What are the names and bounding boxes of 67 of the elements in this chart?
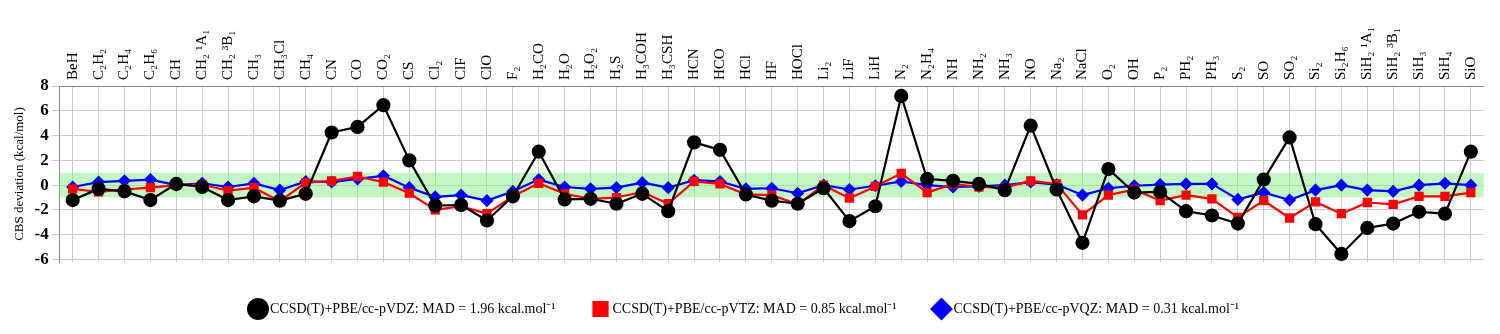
x-tick-label: BeH <box>63 52 80 80</box>
x-tick-label: HCl <box>736 54 753 80</box>
x-tick-label: Si₂H₆ <box>1332 46 1349 80</box>
x-tick-label: SiH₂ ³B₁ <box>1384 27 1401 80</box>
y-tick-label: 0 <box>40 174 49 194</box>
x-tick-label: H₂O₂ <box>581 47 598 80</box>
x-tick-label: CH₃Cl <box>270 39 287 80</box>
x-tick-label: CN <box>322 59 339 80</box>
x-tick-label: SO₂ <box>1280 55 1297 80</box>
x-tick-label: P₂ <box>1151 66 1168 80</box>
x-tick-label: HCO <box>710 48 727 80</box>
x-tick-label: HCN <box>685 48 702 80</box>
x-tick-label: SiH₃ <box>1410 51 1427 80</box>
x-tick-label: CH₂ ³B₁ <box>218 30 235 80</box>
y-tick-label: 4 <box>40 124 50 144</box>
legend-label: CCSD(T)+PBE/cc-pVTZ: MAD = 0.85 kcal.mol⁻¹ <box>612 300 897 317</box>
x-tick-label: S₂ <box>1228 66 1245 80</box>
y-tick-label: -6 <box>34 248 49 268</box>
x-tick-label: H₃COH <box>633 32 650 80</box>
x-tick-label: C₂H₂ <box>89 48 106 80</box>
y-tick-label: 2 <box>40 149 49 169</box>
x-tick-label: HF <box>762 60 779 80</box>
x-tick-label: PH₂ <box>1176 55 1193 80</box>
x-tick-label: SiO <box>1461 56 1478 80</box>
y-tick-label: -4 <box>34 224 50 244</box>
legend-label: CCSD(T)+PBE/cc-pVDZ: MAD = 1.96 kcal.mol⁻¹ <box>270 300 556 317</box>
y-axis-title: CBS deviation (kcal/mol) <box>11 107 27 241</box>
x-tick-label: SiH₄ <box>1435 51 1452 80</box>
x-tick-label: NaCl <box>1073 48 1090 80</box>
x-tick-label: ClF <box>452 57 469 80</box>
x-tick-label: CS <box>400 61 417 80</box>
x-tick-label: NH <box>943 58 960 80</box>
x-tick-label: CH₄ <box>296 53 313 80</box>
x-tick-label: F₂ <box>503 66 520 80</box>
x-tick-label: NO <box>1021 58 1038 80</box>
x-tick-label: CH₃ <box>244 53 261 80</box>
x-tick-label: CH <box>167 59 184 80</box>
x-tick-label: H₂O <box>555 52 572 80</box>
x-tick-label: O₂ <box>1099 63 1116 80</box>
x-tick-label: N₂H₄ <box>918 47 935 80</box>
x-tick-label: C₂H₄ <box>115 48 132 80</box>
y-tick-label: 8 <box>40 75 49 95</box>
x-tick-label: CH₂ ¹A₁ <box>193 29 210 80</box>
x-tick-label: H₂CO <box>529 42 546 80</box>
x-tick-label: SO <box>1254 60 1271 80</box>
x-tick-label: SiH₂ ¹A₁ <box>1358 27 1375 80</box>
x-tick-label: Li₂ <box>814 61 831 80</box>
x-tick-label: PH₃ <box>1202 55 1219 80</box>
x-tick-label: H₃CSH <box>659 34 676 80</box>
x-tick-label: Cl₂ <box>426 60 443 80</box>
x-tick-label: CO₂ <box>374 53 391 80</box>
y-tick-label: 6 <box>40 100 49 120</box>
legend-label: CCSD(T)+PBE/cc-pVQZ: MAD = 0.31 kcal.mol⁻¹ <box>953 300 1240 317</box>
x-tick-label: CO <box>348 59 365 80</box>
x-tick-label: OH <box>1125 58 1142 80</box>
x-tick-label: LiH <box>866 55 883 80</box>
x-tick-label: Na₂ <box>1047 57 1064 80</box>
x-tick-label: NH₂ <box>969 53 986 80</box>
x-tick-label: C₂H₆ <box>141 48 158 80</box>
x-tick-label: HOCl <box>788 44 805 80</box>
x-tick-label: LiF <box>840 58 857 80</box>
x-tick-label: Si₂ <box>1306 62 1323 80</box>
x-tick-label: N₂ <box>892 63 909 80</box>
x-tick-label: H₂S <box>607 55 624 80</box>
x-tick-label: NH₃ <box>995 53 1012 80</box>
y-tick-label: -2 <box>34 199 49 219</box>
x-tick-label: ClO <box>477 54 494 80</box>
